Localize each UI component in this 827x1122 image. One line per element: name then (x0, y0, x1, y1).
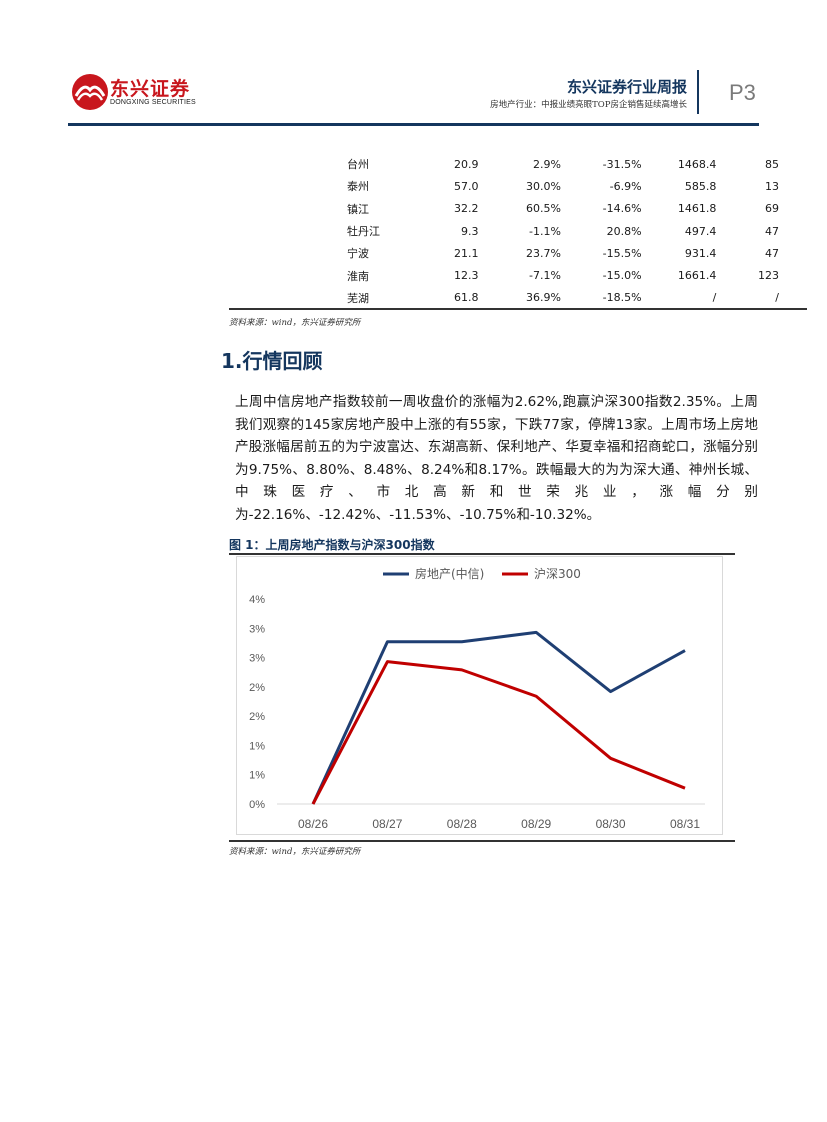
line-chart-container: 0% 1% 1% 2% 2% 3% 3% 4% 08/26 08/27 08/28 08/29 08/3… (236, 556, 723, 835)
page-number: P3 (729, 80, 756, 105)
x-tick-label: 08/27 (372, 817, 402, 831)
legend-label: 沪深300 (534, 567, 581, 581)
table-cell: 61.8 (454, 291, 479, 305)
table-cell: -14.6% (602, 202, 642, 216)
y-tick-label: 0% (249, 799, 265, 811)
company-logo: 东兴证券 DONGXING SECURITIES (70, 72, 200, 114)
table-cell: 1468.4 (677, 157, 717, 171)
table-source-note: 资料来源：wind，东兴证券研究所 (229, 318, 361, 328)
table-cell: 23.7% (526, 246, 561, 260)
table-cell: 47 (765, 224, 779, 238)
logo-text-cn: 东兴证券 (110, 78, 191, 100)
table-cell-city: 台州 (347, 158, 369, 172)
table-cell-city: 牡丹江 (347, 225, 380, 239)
table-cell: 1661.4 (677, 269, 717, 283)
logo-emblem-icon (72, 74, 108, 110)
series-line-0 (311, 630, 686, 805)
table-cell: 21.1 (454, 246, 479, 260)
legend-label: 房地产(中信) (415, 566, 484, 581)
table-cell: 20.8% (606, 224, 642, 238)
table-cell: 123 (758, 269, 779, 283)
table-cell-city: 宁波 (347, 247, 369, 261)
x-tick-label: 08/28 (447, 817, 477, 831)
table-cell: -7.1% (529, 269, 561, 283)
table-row: 镇江 32.2 60.5% -14.6% 1461.8 69 (229, 198, 807, 220)
section-heading: 1.行情回顾 (221, 349, 323, 373)
table-cell-city: 芜湖 (347, 291, 369, 305)
table-row: 牡丹江 9.3 -1.1% 20.8% 497.4 47 (229, 220, 807, 242)
report-subtitle: 房地产行业：中报业绩亮眼TOP房企销售延续高增长 (490, 100, 687, 110)
figure-bottom-rule (229, 840, 735, 842)
table-cell: 12.3 (454, 269, 479, 283)
table-bottom-rule (229, 308, 807, 310)
table-cell: 931.4 (684, 246, 717, 260)
x-tick-label: 08/31 (670, 817, 700, 831)
figure-top-rule (229, 553, 735, 555)
table-cell: 20.9 (454, 157, 479, 171)
y-tick-label: 2% (249, 711, 265, 723)
table-cell: 47 (765, 246, 779, 260)
table-row: 台州 20.9 2.9% -31.5% 1468.4 85 (229, 153, 807, 175)
table-cell: 60.5% (526, 202, 561, 216)
table-cell: -15.5% (602, 246, 642, 260)
table-cell: 9.3 (461, 224, 479, 238)
table-cell: 585.8 (684, 179, 717, 193)
table-cell: -18.5% (602, 291, 642, 305)
y-tick-label: 3% (249, 623, 265, 635)
y-tick-label: 4% (249, 594, 265, 606)
line-chart: 0% 1% 1% 2% 2% 3% 3% 4% 08/26 08/27 08/28 08/29 08/3… (249, 566, 705, 831)
y-tick-label: 1% (249, 740, 265, 752)
table-cell: -15.0% (602, 269, 642, 283)
table-row: 宁波 21.1 23.7% -15.5% 931.4 47 (229, 242, 807, 264)
table-cell: -1.1% (529, 224, 561, 238)
y-tick-label: 3% (249, 653, 265, 665)
y-tick-label: 1% (249, 770, 265, 782)
table-cell: 57.0 (454, 179, 479, 193)
header-divider (697, 70, 699, 114)
x-tick-label: 08/29 (521, 817, 551, 831)
x-tick-label: 08/26 (298, 817, 328, 831)
table-cell: / (712, 291, 717, 305)
table-cell: 497.4 (684, 224, 717, 238)
section-paragraph: 上周中信房地产指数较前一周收盘价的涨幅为2.62%,跑赢沪深300指数2.35%… (235, 394, 758, 523)
figure-source-note: 资料来源：wind，东兴证券研究所 (229, 847, 361, 857)
report-title: 东兴证券行业周报 (566, 78, 687, 96)
series-line-1 (311, 660, 686, 805)
table-cell-city: 淮南 (347, 269, 369, 283)
y-tick-label: 2% (249, 682, 265, 694)
table-cell: -6.9% (609, 179, 642, 193)
table-cell: 2.9% (533, 157, 561, 171)
table-cell: 30.0% (526, 179, 561, 193)
table-cell-city: 泰州 (347, 180, 369, 194)
table-row: 芜湖 61.8 36.9% -18.5% / / (229, 287, 807, 309)
table-cell: 13 (765, 179, 779, 193)
city-data-table: 台州 20.9 2.9% -31.5% 1468.4 85 泰州 57.0 30.0% -6.9%… (229, 153, 807, 309)
table-row: 泰州 57.0 30.0% -6.9% 585.8 13 (229, 175, 807, 197)
table-cell: -31.5% (602, 157, 642, 171)
header-rule (68, 123, 759, 126)
table-cell: 32.2 (454, 202, 479, 216)
x-tick-label: 08/30 (596, 817, 626, 831)
figure-title: 图 1：上周房地产指数与沪深300指数 (229, 538, 435, 552)
table-cell: 85 (765, 157, 779, 171)
table-row: 淮南 12.3 -7.1% -15.0% 1661.4 123 (229, 264, 807, 286)
table-cell: 69 (765, 202, 779, 216)
logo-text-en: DONGXING SECURITIES (110, 99, 196, 106)
table-cell: / (775, 291, 779, 305)
table-cell-city: 镇江 (347, 202, 369, 216)
table-cell: 1461.8 (677, 202, 717, 216)
table-cell: 36.9% (526, 291, 561, 305)
